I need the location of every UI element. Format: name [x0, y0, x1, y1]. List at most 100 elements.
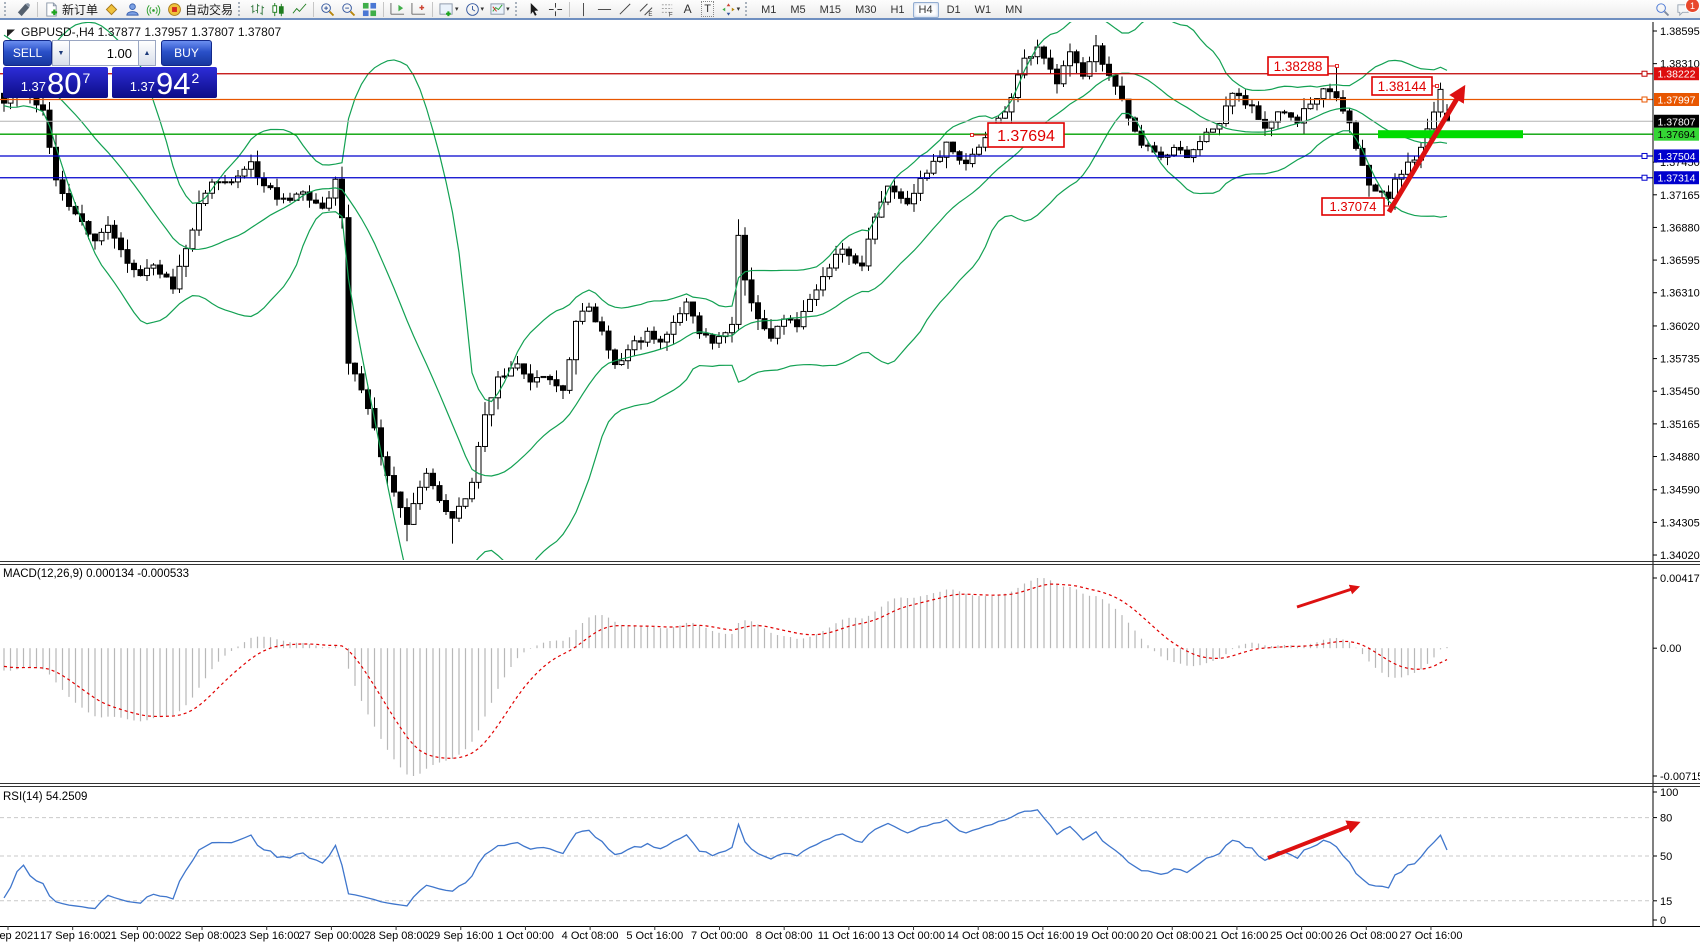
svg-text:1.38288: 1.38288: [1274, 59, 1323, 74]
price-callout-1.37694[interactable]: 1.37694: [970, 122, 1065, 148]
candlestick-chart-icon: [272, 2, 284, 16]
line-chart-button[interactable]: [289, 0, 310, 18]
toolbar-grip[interactable]: [4, 2, 9, 16]
search-button[interactable]: [1652, 0, 1673, 18]
market-watch-button[interactable]: [122, 0, 143, 18]
timeframe-H1[interactable]: H1: [890, 4, 905, 16]
svg-text:1.37694: 1.37694: [1658, 129, 1696, 141]
new-chart-icon: [439, 2, 453, 16]
cursor-tool-button[interactable]: [524, 0, 545, 18]
macd-axis[interactable]: 0.004177 0.00 -0.007153: [1653, 573, 1700, 783]
fibonacci-tool[interactable]: F: [657, 0, 678, 18]
auto-scroll-button[interactable]: [387, 0, 408, 18]
pane-dividers[interactable]: [0, 561, 1700, 927]
main-price-pane[interactable]: [0, 16, 1653, 637]
profiles-button[interactable]: [101, 0, 122, 18]
price-callout-1.37074[interactable]: 1.37074: [1321, 197, 1394, 216]
auto-trading-button[interactable]: 自动交易: [164, 0, 236, 18]
line-handle[interactable]: [1641, 152, 1648, 159]
line-handle[interactable]: [1641, 70, 1648, 77]
auto-trading-label: 自动交易: [185, 2, 234, 17]
bar-chart-button[interactable]: [247, 0, 268, 18]
svg-text:5 Oct 16:00: 5 Oct 16:00: [626, 930, 683, 942]
timeframe-M5[interactable]: M5: [790, 4, 806, 16]
equidistant-channel-tool[interactable]: E: [636, 0, 657, 18]
chart-shift-button[interactable]: [408, 0, 429, 18]
rsi-label: RSI(14) 54.2509: [3, 791, 87, 803]
notifications-button[interactable]: 1: [1673, 0, 1700, 18]
zoom-in-button[interactable]: [317, 0, 338, 18]
period-button[interactable]: ▾: [462, 0, 488, 18]
timeframe-M30[interactable]: M30: [855, 4, 877, 16]
price-badge-1.38222: 1.38222: [1654, 67, 1699, 81]
svg-text:80: 80: [1660, 813, 1672, 825]
fibonacci-icon: F: [661, 3, 672, 17]
svg-text:7 Oct 00:00: 7 Oct 00:00: [691, 930, 748, 942]
timeframe-H4[interactable]: H4: [912, 2, 939, 18]
arrows-tool[interactable]: ▾: [718, 0, 744, 18]
candlestick-series: [1, 35, 1450, 544]
volume-decrease-button[interactable]: ▼: [52, 40, 70, 66]
crosshair-icon: [548, 2, 562, 16]
zoom-out-button[interactable]: [338, 0, 359, 18]
svg-text:1 Oct 00:00: 1 Oct 00:00: [497, 930, 554, 942]
svg-text:1.38144: 1.38144: [1378, 79, 1427, 94]
trendline-tool[interactable]: [615, 0, 636, 18]
chevron-down-icon: ▾: [480, 6, 485, 13]
vertical-line-icon: [582, 2, 584, 16]
new-order-button[interactable]: 新订单: [41, 0, 101, 18]
toolbar-grip[interactable]: [745, 2, 750, 16]
volume-input[interactable]: [70, 40, 138, 66]
vertical-line-tool[interactable]: [573, 0, 594, 18]
trend-arrow-annotation[interactable]: [1267, 820, 1361, 860]
timeframe-M15[interactable]: M15: [819, 4, 842, 16]
svg-text:E: E: [648, 11, 652, 17]
timeframe-MN[interactable]: MN: [1005, 4, 1023, 16]
crosshair-tool-button[interactable]: [545, 0, 566, 18]
trend-arrow-annotation[interactable]: [1296, 584, 1361, 609]
rsi-axis[interactable]: 100 80 50 15 0: [1653, 787, 1678, 927]
line-handle[interactable]: [1641, 96, 1648, 103]
sell-button[interactable]: SELL: [3, 40, 52, 66]
svg-text:-0.007153: -0.007153: [1660, 771, 1700, 783]
rsi-pane[interactable]: [0, 809, 1653, 910]
price-callout-1.38288[interactable]: 1.38288: [1267, 56, 1339, 76]
toolbar-grip[interactable]: [514, 2, 520, 16]
support-zone-highlight[interactable]: [1378, 130, 1523, 139]
svg-text:13 Oct 00:00: 13 Oct 00:00: [882, 930, 945, 942]
price-badge-1.37504: 1.37504: [1654, 149, 1699, 163]
tile-windows-button[interactable]: [359, 0, 380, 18]
svg-text:100: 100: [1660, 787, 1678, 799]
horizontal-line-tool[interactable]: [594, 0, 615, 18]
trend-arrow-annotation[interactable]: [1386, 84, 1466, 214]
svg-text:1.37165: 1.37165: [1660, 190, 1700, 202]
macd-pane[interactable]: [3, 578, 1448, 776]
svg-text:28 Sep 08:00: 28 Sep 08:00: [363, 930, 428, 942]
toolbar-grip[interactable]: [238, 2, 243, 16]
buy-price-display[interactable]: 1.37 94 2: [112, 67, 217, 99]
volume-increase-button[interactable]: ▲: [138, 40, 156, 66]
indicators-button[interactable]: ▾: [487, 0, 513, 18]
timeframe-D1[interactable]: D1: [946, 4, 961, 16]
new-chart-button[interactable]: ▾: [436, 0, 462, 18]
buy-button[interactable]: BUY: [161, 40, 212, 66]
sell-price-display[interactable]: 1.37 80 7: [3, 67, 108, 99]
svg-text:8 Oct 08:00: 8 Oct 08:00: [756, 930, 813, 942]
bar-chart-icon: [250, 3, 265, 15]
timeframe-W1[interactable]: W1: [974, 4, 992, 16]
candlestick-chart-button[interactable]: [268, 0, 289, 18]
signals-button[interactable]: [143, 0, 164, 18]
svg-text:1.34020: 1.34020: [1660, 550, 1700, 562]
price-axis[interactable]: 1.385951.383101.374501.371651.368801.365…: [1652, 22, 1700, 926]
svg-text:15: 15: [1660, 896, 1672, 908]
timeframe-M1[interactable]: M1: [761, 4, 777, 16]
text-tool[interactable]: A: [683, 2, 692, 16]
price-callout-1.38144[interactable]: 1.38144: [1371, 76, 1439, 96]
price-badge-1.37807: 1.37807: [1654, 114, 1699, 128]
text-label-tool[interactable]: T: [698, 0, 718, 18]
line-handle[interactable]: [1641, 174, 1648, 181]
clipped-tool-icon[interactable]: [13, 0, 34, 18]
svg-text:14 Oct 08:00: 14 Oct 08:00: [947, 930, 1010, 942]
